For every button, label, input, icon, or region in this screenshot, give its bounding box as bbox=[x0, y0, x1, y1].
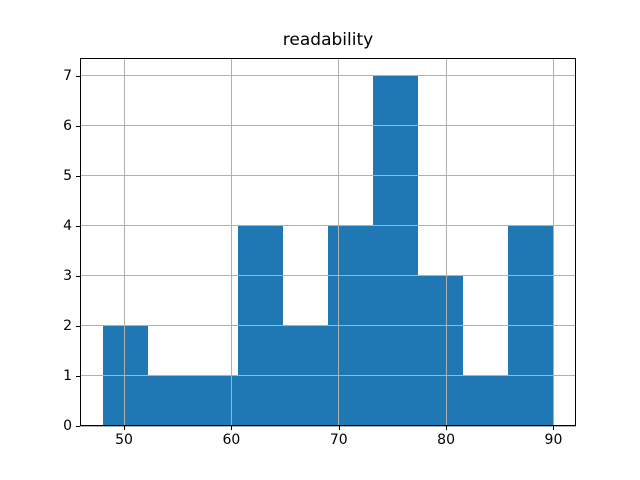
x-tick-label: 80 bbox=[437, 432, 455, 448]
grid-layer bbox=[80, 58, 576, 427]
y-tick-label: 2 bbox=[63, 317, 72, 334]
y-tick-mark bbox=[76, 75, 80, 77]
gridline-horizontal bbox=[80, 75, 576, 77]
x-tick-label: 70 bbox=[329, 432, 348, 448]
gridline-horizontal bbox=[80, 425, 576, 427]
y-tick-label: 4 bbox=[63, 217, 72, 234]
x-tick-label: 90 bbox=[544, 432, 563, 448]
y-tick-mark bbox=[76, 125, 80, 127]
gridline-horizontal bbox=[80, 175, 576, 177]
histogram-bar bbox=[418, 275, 464, 426]
histogram-bar bbox=[373, 75, 419, 426]
y-tick-mark bbox=[76, 225, 80, 227]
x-tick-mark bbox=[338, 426, 340, 430]
x-tick-label: 50 bbox=[115, 432, 133, 448]
y-tick-label: 5 bbox=[63, 167, 72, 184]
gridline-horizontal bbox=[80, 375, 576, 377]
y-tick-label: 6 bbox=[63, 117, 72, 134]
y-tick-mark bbox=[76, 375, 80, 377]
gridline-horizontal bbox=[80, 325, 576, 327]
x-tick-mark bbox=[446, 426, 448, 430]
gridline-horizontal bbox=[80, 275, 576, 277]
y-tick-mark bbox=[76, 325, 80, 327]
x-tick-label: 60 bbox=[222, 432, 241, 448]
gridline-vertical bbox=[123, 58, 125, 426]
y-tick-label: 7 bbox=[63, 67, 72, 84]
histogram-bar bbox=[147, 375, 193, 426]
gridline-vertical bbox=[230, 58, 232, 426]
x-tick-mark bbox=[231, 426, 233, 430]
x-tick-mark bbox=[553, 426, 555, 430]
gridline-horizontal bbox=[80, 125, 576, 127]
y-tick-label: 3 bbox=[63, 267, 72, 284]
y-tick-mark bbox=[76, 426, 80, 427]
histogram-bar bbox=[463, 375, 509, 426]
chart-title: readability bbox=[282, 30, 374, 50]
gridline-vertical bbox=[338, 58, 340, 426]
y-tick-mark bbox=[76, 175, 80, 177]
y-tick-label: 0 bbox=[63, 418, 72, 434]
y-tick-mark bbox=[76, 275, 80, 277]
gridline-vertical bbox=[445, 58, 447, 426]
axes-spines bbox=[80, 58, 576, 426]
histogram-bar bbox=[192, 375, 238, 426]
plot-area bbox=[80, 58, 576, 427]
gridline-vertical bbox=[552, 58, 554, 426]
x-tick-mark bbox=[124, 426, 126, 430]
y-tick-label: 1 bbox=[63, 367, 72, 384]
gridline-horizontal bbox=[80, 225, 576, 227]
